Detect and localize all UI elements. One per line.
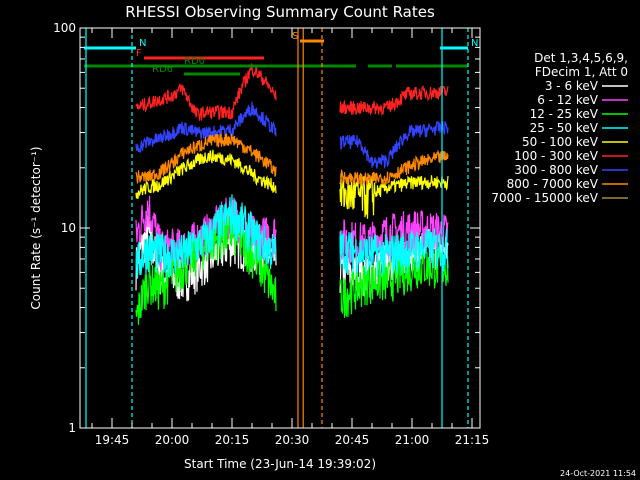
series-trace [339,85,449,117]
legend-label: 3 - 6 keV [545,79,599,93]
chart-title: RHESSI Observing Summary Count Rates [125,3,435,21]
mode-bar-label: RD0 [184,56,205,67]
series-800-7000-kev [135,133,449,187]
y-tick-label: 100 [53,21,76,35]
legend-label: 12 - 25 keV [530,107,599,121]
series-trace [135,62,277,121]
x-tick-label: 20:00 [155,433,190,447]
legend: Det 1,3,4,5,6,9,FDecim 1, Att 03 - 6 keV… [491,51,628,205]
legend-label: 25 - 50 keV [530,121,599,135]
legend-label: 300 - 800 keV [514,163,598,177]
plot-data [135,62,449,325]
axes: 1 10 100 19:45 20:00 20:15 20:30 20:45 21:00 21:1… [53,21,489,447]
mode-bar-label: S [292,31,298,42]
series-300-800-kev [135,101,449,169]
series-trace [135,101,277,153]
mode-bar-label: N [139,38,146,49]
mode-bar-label: N [471,38,478,49]
series-trace [135,133,277,184]
series-trace [339,228,449,278]
legend-label: 100 - 300 keV [514,149,598,163]
generated-timestamp: 24-Oct-2021 11:54 [560,469,636,478]
x-tick-label: 21:15 [455,433,490,447]
series-trace [339,149,449,187]
legend-label: 6 - 12 keV [537,93,599,107]
series-50-100-kev [135,149,449,219]
series-25-50-kev [135,194,449,279]
series-trace [339,120,449,169]
y-tick-label: 1 [68,421,76,435]
y-tick-label: 10 [61,221,76,235]
legend-header: FDecim 1, Att 0 [535,65,628,79]
mode-bar-label: F [136,48,142,59]
mode-bar-label: RD6 [152,64,173,75]
x-tick-label: 20:15 [215,433,250,447]
legend-label: 50 - 100 keV [522,135,599,149]
series-100-300-kev [135,62,449,121]
y-axis-label: Count Rate (s⁻¹ detector⁻¹) [29,146,43,309]
series-trace [135,194,277,279]
legend-label: 7000 - 15000 keV [491,191,598,205]
series-trace [135,149,277,199]
series-trace [339,173,449,219]
x-tick-label: 20:30 [275,433,310,447]
legend-header: Det 1,3,4,5,6,9, [534,51,628,65]
x-tick-label: 21:00 [395,433,430,447]
x-tick-label: 20:45 [335,433,370,447]
legend-label: 800 - 7000 keV [507,177,599,191]
x-tick-label: 19:45 [95,433,130,447]
x-axis-label: Start Time (23-Jun-14 19:39:02) [184,457,376,471]
